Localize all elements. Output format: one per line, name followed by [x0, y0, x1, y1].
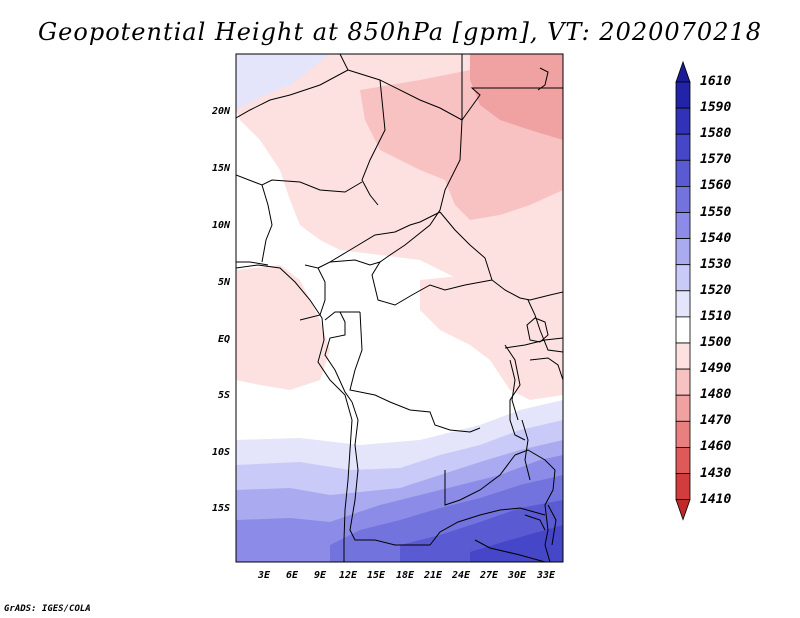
- colorbar-label: 1490: [700, 361, 732, 377]
- lon-label: 9E: [314, 570, 327, 581]
- colorbar-label: 1580: [700, 126, 732, 142]
- colorbar-label: 1470: [700, 413, 732, 429]
- colorbar-swatch: [675, 316, 691, 344]
- lat-label: 10N: [212, 220, 231, 231]
- colorbar-label: 1500: [700, 335, 732, 350]
- map-frame: [235, 53, 564, 563]
- lon-label: 33E: [536, 570, 556, 581]
- height-field: [236, 54, 563, 562]
- lat-label: 15N: [212, 163, 231, 174]
- colorbar-swatch: [675, 446, 691, 474]
- colorbar-label: 1540: [700, 230, 732, 246]
- lon-label: 15E: [367, 570, 386, 581]
- lon-label: 3E: [257, 570, 271, 581]
- lat-label: 20N: [211, 106, 231, 117]
- colorbar-swatch: [675, 368, 691, 396]
- colorbar-swatch: [675, 264, 691, 292]
- coastline: [236, 67, 557, 562]
- lon-label: 18E: [396, 570, 415, 581]
- lon-label: 24E: [451, 570, 471, 581]
- lat-label: 5N: [218, 277, 231, 288]
- colorbar-swatch: [675, 185, 691, 213]
- colorbar-swatch: [675, 238, 691, 266]
- colorbar-label: 1520: [700, 282, 732, 298]
- colorbar: [675, 60, 691, 521]
- colorbar-swatch: [675, 133, 691, 161]
- colorbar-swatch: [675, 473, 691, 501]
- credit-text: GrADS: IGES/COLA: [4, 604, 91, 614]
- colorbar-label: 1550: [700, 204, 732, 220]
- colorbar-swatch: [675, 107, 691, 135]
- colorbar-label: 1510: [700, 308, 732, 324]
- lon-label: 12E: [339, 570, 358, 581]
- lon-label: 30E: [507, 570, 527, 581]
- colorbar-label: 1530: [700, 256, 732, 272]
- colorbar-label: 1570: [700, 152, 732, 168]
- colorbar-label: 1480: [700, 387, 732, 403]
- lat-label: 5S: [218, 390, 230, 401]
- colorbar-swatch: [675, 420, 691, 448]
- colorbar-label: 1410: [700, 491, 732, 507]
- colorbar-swatch: [675, 290, 691, 318]
- map-title: Geopotential Height at 850hPa [gpm], VT:…: [38, 18, 762, 46]
- colorbar-arrow-top: [675, 60, 691, 83]
- colorbar-arrow-bottom: [675, 499, 691, 521]
- colorbar-label: 1460: [700, 439, 732, 455]
- field-1580-south: [470, 525, 563, 562]
- colorbar-swatch: [675, 81, 691, 109]
- colorbar-label: 1590: [700, 100, 732, 116]
- lat-label: 10S: [212, 447, 230, 458]
- field-1480-north: [470, 54, 563, 140]
- lon-labels: 3E 6E 9E 12E 15E 18E 21E 24E 27E 30E 33E: [257, 570, 556, 581]
- country-borders: [236, 54, 563, 562]
- colorbar-swatch: [675, 159, 691, 187]
- colorbar-swatch: [675, 394, 691, 422]
- lon-label: 6E: [286, 570, 299, 581]
- field-1500-east: [420, 275, 563, 400]
- lat-labels: 20N 15N 10N 5N EQ 5S 10S 15S: [211, 106, 231, 514]
- colorbar-label: 1560: [700, 178, 732, 194]
- colorbar-label: 1610: [700, 74, 732, 89]
- colorbar-label: 1430: [700, 465, 732, 481]
- colorbar-swatch: [675, 212, 691, 240]
- lon-label: 27E: [479, 570, 499, 581]
- lon-label: 21E: [423, 570, 443, 581]
- colorbar-swatch: [675, 342, 691, 370]
- field-1510-north: [236, 54, 330, 110]
- lat-label: EQ: [218, 334, 230, 345]
- lat-label: 15S: [212, 503, 230, 514]
